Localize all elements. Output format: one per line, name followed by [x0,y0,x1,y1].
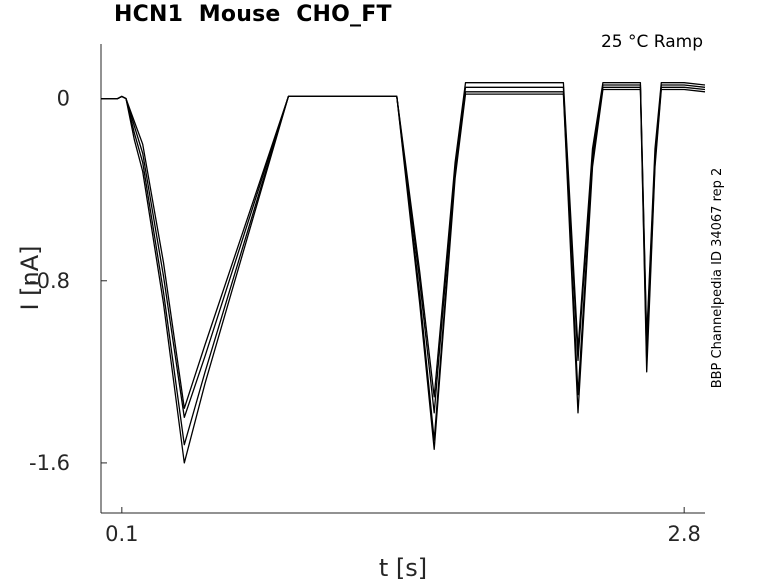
y-tick-label: 0 [57,87,70,111]
x-tick-label: 0.1 [105,522,138,546]
current-traces [101,82,706,464]
x-tick-label: 2.8 [667,522,700,546]
chart-title: HCN1 Mouse CHO_FT [114,2,392,27]
current-trace-4 [101,82,706,409]
y-tick-label: -0.8 [29,269,70,293]
x-axis-label: t [s] [379,554,427,582]
protocol-annotation: 25 °C Ramp [601,32,703,52]
current-trace-3 [101,84,706,419]
x-ticks: 0.1 2.8 [105,507,701,546]
y-axis-label: I [nA] [16,245,44,310]
y-ticks: 0 -0.8 -1.6 [29,87,107,475]
y-tick-label: -1.6 [29,451,70,475]
channelpedia-id-label: BBP Channelpedia ID 34067 rep 2 [710,168,725,389]
